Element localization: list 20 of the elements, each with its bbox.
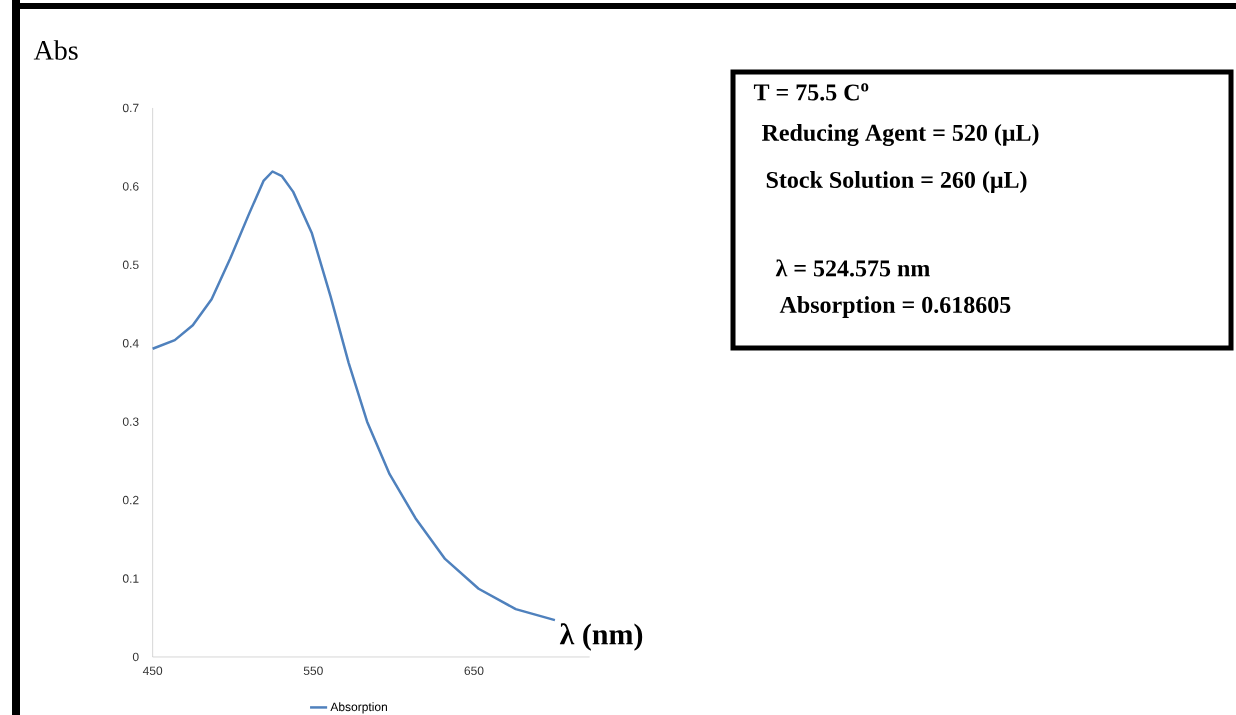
text: T = 75.5 C$^{o}$ (753, 83, 869, 101)
x-axis-title: λ (nm) (559, 623, 643, 651)
y-tick-label: 0.1 (122, 574, 139, 583)
y-tick-label: 0.2 (122, 495, 139, 505)
y-axis-title: Abs (33, 40, 78, 60)
y-tick-label: 0.3 (122, 417, 139, 426)
y-tick-label: 0 (132, 652, 139, 662)
text: Reducing Agent = 520 (μL) (761, 124, 1039, 146)
y-tick-label: 0.5 (122, 260, 139, 270)
legend-label: Absorption (330, 702, 387, 714)
x-tick-label: 450 (142, 666, 163, 675)
y-tick-label: 0.6 (122, 182, 139, 191)
x-tick-label: 550 (303, 666, 323, 675)
y-tick-label: 0.7 (122, 103, 139, 113)
text: Stock Solution = 260 (μL) (766, 171, 1027, 193)
text: λ = 524.575 nm (775, 259, 930, 277)
text: Absorption = 0.618605 (779, 296, 1011, 318)
x-tick-label: 650 (464, 666, 484, 675)
y-tick-label: 0.4 (122, 339, 139, 348)
line-series (151, 170, 557, 622)
